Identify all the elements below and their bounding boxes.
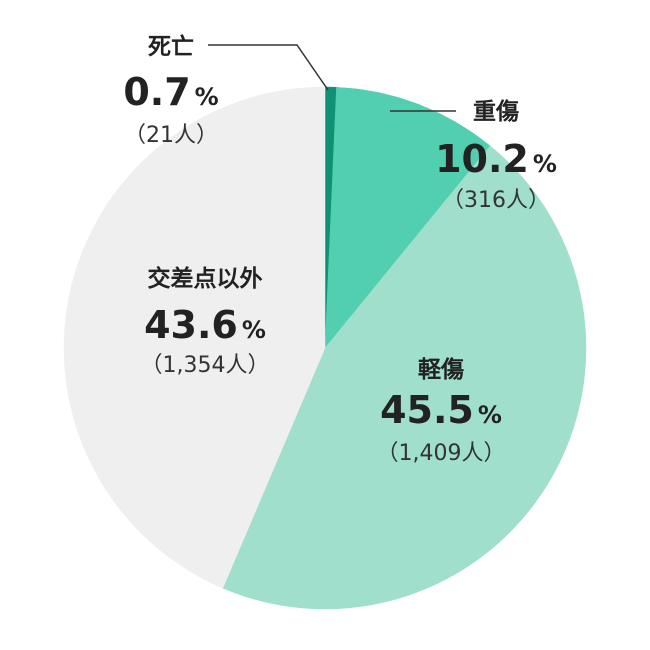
- pie-slice-serious: [324, 86, 491, 349]
- label-non-intersection: 交差点以外 43.6% （1,354人）: [141, 265, 270, 378]
- label-minor-count: （1,409人）: [377, 441, 506, 466]
- pie-slice-minor: [222, 145, 587, 610]
- label-serious: 重傷 10.2% （316人）: [435, 98, 557, 213]
- label-serious-percent: 10.2%: [435, 137, 557, 181]
- label-death-percent-unit: %: [195, 83, 219, 111]
- label-minor-percent: 45.5%: [380, 388, 502, 432]
- label-serious-percent-value: 10.2: [435, 137, 529, 181]
- label-non-intersection-name: 交差点以外: [148, 265, 263, 292]
- label-non-intersection-percent-unit: %: [242, 316, 266, 344]
- label-death-percent-value: 0.7: [123, 70, 190, 114]
- label-minor-percent-value: 45.5: [380, 388, 474, 432]
- label-minor-name: 軽傷: [418, 356, 464, 383]
- label-death-percent: 0.7%: [123, 70, 218, 114]
- leader-line-death: [208, 44, 329, 91]
- label-serious-count: （316人）: [442, 188, 550, 213]
- pie-slices: [63, 86, 587, 610]
- pie-slice-non-intersection: [63, 86, 326, 589]
- label-minor-percent-unit: %: [478, 401, 502, 429]
- label-serious-percent-unit: %: [533, 150, 557, 178]
- label-non-intersection-percent-value: 43.6: [144, 303, 238, 347]
- label-death-count: （21人）: [124, 123, 218, 148]
- label-non-intersection-count: （1,354人）: [141, 353, 270, 378]
- label-death: 死亡 0.7% （21人）: [123, 33, 218, 148]
- label-non-intersection-percent: 43.6%: [144, 303, 266, 347]
- label-minor: 軽傷 45.5% （1,409人）: [377, 356, 506, 466]
- label-serious-name: 重傷: [473, 98, 519, 125]
- label-death-name: 死亡: [148, 33, 194, 60]
